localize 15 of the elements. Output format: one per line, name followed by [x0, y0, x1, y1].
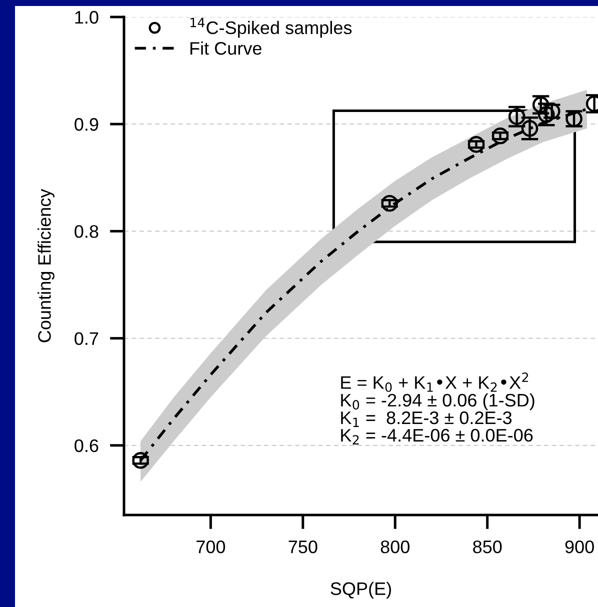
legend-label: $^{14}$C-Spiked samples	[190, 18, 352, 38]
x-tick-label: 700	[196, 540, 226, 554]
y-tick-label: 0.6	[74, 439, 98, 452]
x-tick-label: 750	[288, 540, 318, 554]
y-tick-label: 0.7	[74, 332, 98, 346]
text: E = K$_{0}$ + K$_{1}$•X + K$_{2}$•X$^{2}$ K$_{0}$ = -2.94 ± 0.06 (1-SD) K$_{1}$ = 8.2E-3 ± 0.2E-3 K$_{2}$ = -4.4E-06 ± 0.0E-06	[341, 372, 534, 444]
y-tick-label: 0.9	[74, 118, 98, 131]
x-tick-label: 850	[473, 540, 502, 554]
y-tick-label: 0.8	[74, 225, 98, 238]
y-axis-title: Counting Efficiency	[38, 188, 54, 342]
legend-label: Fit Curve	[190, 42, 262, 55]
x-tick-label: 900	[565, 540, 594, 554]
y-tick-label: 1.0	[75, 10, 98, 24]
x-axis-title: SQP(E)	[330, 582, 391, 599]
x-tick-label: 800	[380, 540, 410, 554]
